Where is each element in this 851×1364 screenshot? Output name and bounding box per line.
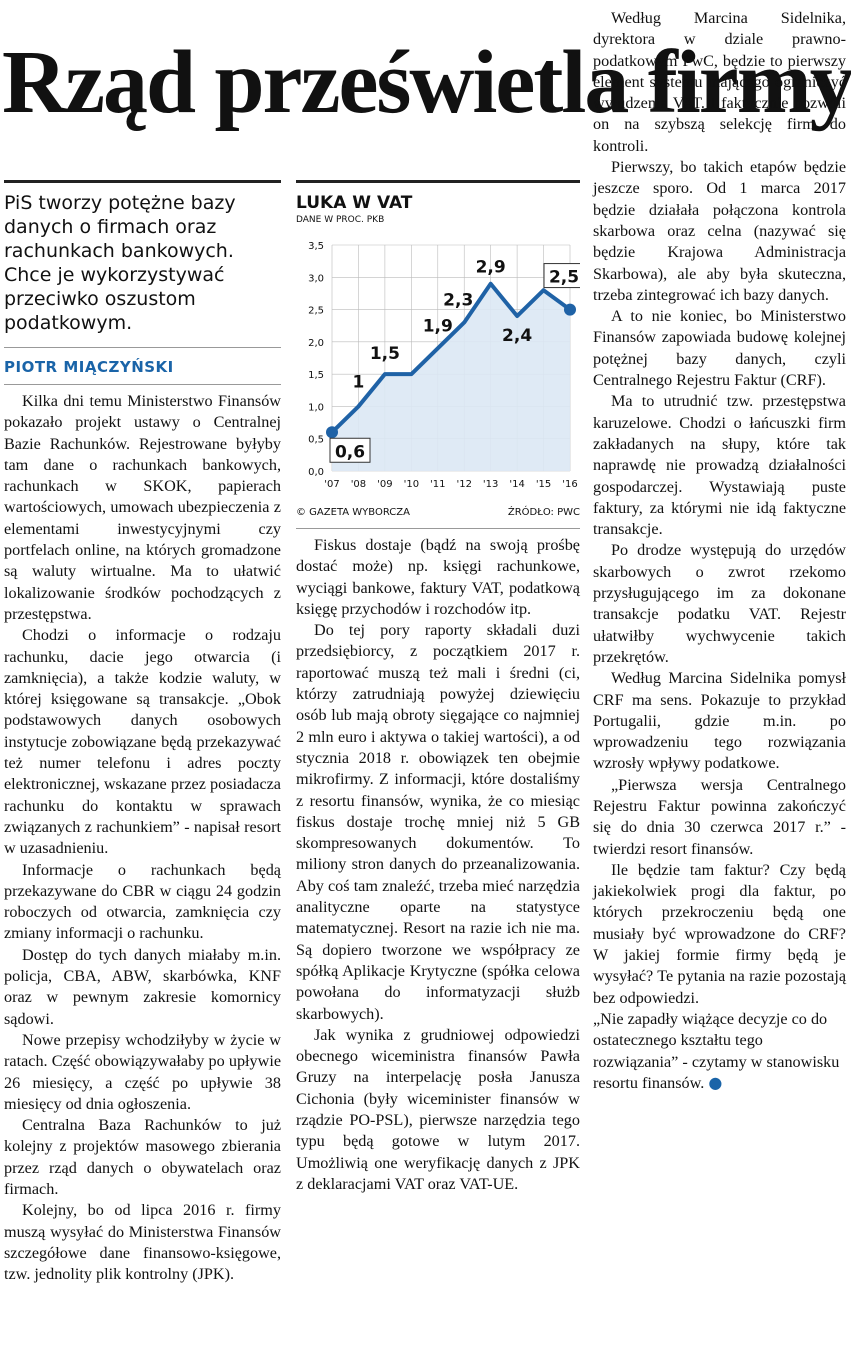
data-point [326, 426, 338, 439]
divider [296, 528, 580, 529]
y-tick-label: 0,0 [308, 467, 324, 478]
paragraph: Pierwszy, bo takich etapów będzie jeszcz… [593, 158, 846, 304]
y-tick-label: 3,0 [308, 273, 324, 284]
x-tick-label: '09 [377, 479, 392, 490]
x-tick-label: '11 [430, 479, 445, 490]
chart: LUKA W VAT DANE W PROC. PKB 0,0 0,5 1,0 1,5… [296, 180, 580, 518]
paragraph: Informacje o rachunkach będą przekazywan… [4, 860, 281, 943]
area-fill [332, 283, 570, 471]
paragraph: Chodzi o informacje o rodzaju rachunku, … [4, 626, 281, 858]
paragraph: Nowe przepisy wchodziłyby w życie w rata… [4, 1030, 281, 1113]
y-tick-label: 3,5 [308, 241, 324, 252]
paragraph: Do tej pory raporty składali duzi przeds… [296, 621, 580, 1023]
paragraph: Według Marcina Sidelnika pomysł CRF ma s… [593, 669, 846, 773]
data-label-box [543, 263, 580, 289]
column-3: Według Marcina Sidelnika, dyrektora w dz… [593, 0, 846, 1094]
data-label-box [329, 437, 371, 463]
y-tick-label: 2,5 [308, 306, 324, 317]
headline: Rząd prześwietla firmy [2, 33, 851, 132]
paragraph: Dostęp do tych danych miałaby m.in. poli… [4, 945, 281, 1028]
x-tick-label: '12 [456, 479, 471, 490]
paragraph: Ile będzie tam faktur? Czy będą jakiekol… [593, 860, 846, 1007]
x-tick-label: '07 [324, 479, 339, 490]
author-byline: PIOTR MIĄCZYŃSKI [4, 347, 281, 376]
series-line [330, 281, 572, 434]
x-tick-label: '16 [562, 479, 577, 490]
y-tick-label: 2,0 [308, 338, 324, 349]
chart-credit: © GAZETA WYBORCZA [296, 507, 410, 518]
x-tick-label: '08 [351, 479, 366, 490]
vat-gap-chart: 0,0 0,5 1,0 1,5 2,0 2,5 3,0 3,5 '07 '08 '09 '10 '11 '… [308, 241, 580, 490]
data-label: 2,9 [476, 258, 506, 278]
paragraph: Według Marcina Sidelnika, dyrektora w dz… [593, 9, 846, 155]
x-tick-label: '15 [536, 479, 551, 490]
paragraph: Fiskus dostaje (bądź na swoją prośbę dos… [296, 536, 580, 618]
data-label: 2,4 [502, 326, 532, 346]
data-label: 2,3 [443, 290, 473, 310]
x-tick-label: '14 [509, 479, 524, 490]
x-tick-label: '13 [483, 479, 498, 490]
data-point [564, 303, 576, 316]
y-tick-label: 0,5 [308, 435, 324, 446]
chart-subtitle: DANE W PROC. PKB [296, 215, 385, 225]
paragraph: A to nie koniec, bo Ministerstwo Finansó… [593, 307, 846, 390]
column-3-body: Według Marcina Sidelnika, dyrektora w dz… [593, 0, 846, 1094]
paragraph: Jak wynika z grudniowej odpowiedzi obecn… [296, 1025, 580, 1193]
chart-title: LUKA W VAT [296, 180, 580, 213]
paragraph: Po drodze występują do urzędów skarbowyc… [593, 541, 846, 666]
paragraph: Kilka dni temu Ministerstwo Finansów pok… [4, 392, 281, 623]
chart-footer: © GAZETA WYBORCZA ŹRÓDŁO: PWC [296, 507, 580, 518]
y-tick-label: 1,0 [308, 402, 324, 413]
y-tick-label: 1,5 [308, 370, 324, 381]
end-mark: ● [708, 1072, 723, 1092]
data-label: 1,9 [423, 316, 453, 336]
data-label: 1 [353, 372, 365, 392]
paragraph: Kolejny, bo od lipca 2016 r. firmy muszą… [4, 1201, 281, 1284]
paragraph: „Pierwsza wersja Centralnego Rejestru Fa… [593, 775, 846, 858]
data-label: 1,5 [370, 344, 400, 364]
divider [4, 384, 281, 385]
lead: PiS tworzy potężne bazy danych o firmach… [4, 180, 281, 335]
column-2-body: Fiskus dostaje (bądź na swoją prośbę dos… [296, 535, 580, 1195]
column-1-body: Kilka dni temu Ministerstwo Finansów pok… [4, 391, 281, 1285]
column-2: LUKA W VAT DANE W PROC. PKB 0,0 0,5 1,0 1,5… [296, 180, 580, 1195]
chart-source: ŹRÓDŁO: PWC [507, 507, 580, 518]
paragraph: Ma to utrudnić tzw. przestępstwa karuzel… [593, 392, 846, 539]
paragraph: Centralna Baza Rachunków to już kolejny … [4, 1116, 281, 1198]
data-label: 0,6 [335, 442, 365, 462]
x-tick-label: '10 [404, 479, 419, 490]
column-1: PiS tworzy potężne bazy danych o firmach… [4, 180, 281, 1285]
paragraph: „Nie zapadły wiążące decyzje co do ostat… [593, 1009, 840, 1092]
data-label: 2,5 [549, 268, 579, 288]
